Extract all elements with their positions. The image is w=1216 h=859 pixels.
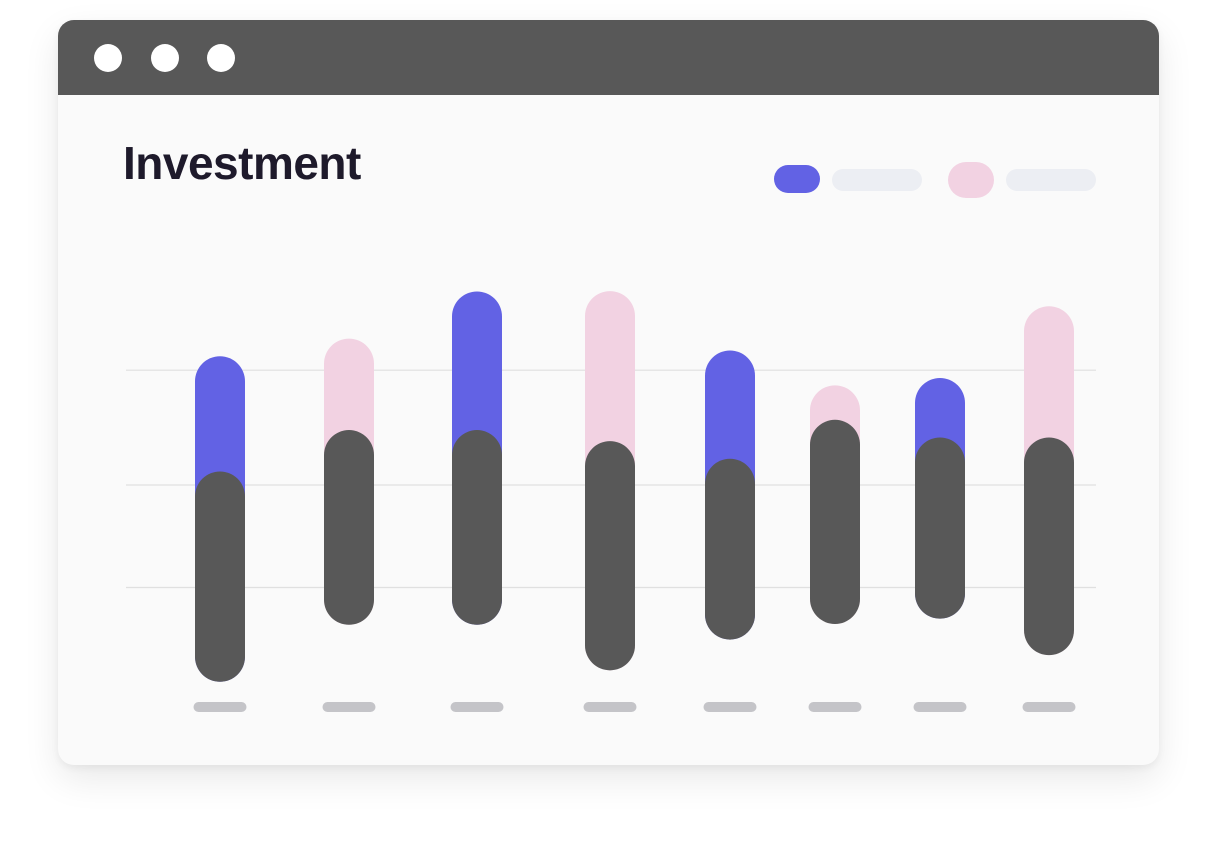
bar-8-base	[1024, 437, 1074, 655]
x-tick-label-5	[704, 702, 757, 712]
bar-6-base	[810, 420, 860, 624]
x-tick-label-7	[914, 702, 967, 712]
bar-2-base	[324, 430, 374, 625]
bar-7-base	[915, 437, 965, 618]
x-tick-label-6	[809, 702, 862, 712]
bar-4-base	[585, 441, 635, 670]
bar-1-base	[195, 471, 245, 681]
x-tick-label-4	[584, 702, 637, 712]
x-tick-label-3	[451, 702, 504, 712]
x-tick-label-8	[1023, 702, 1076, 712]
bar-3-base	[452, 430, 502, 625]
x-tick-label-2	[323, 702, 376, 712]
bar-5-base	[705, 459, 755, 640]
x-tick-label-1	[194, 702, 247, 712]
